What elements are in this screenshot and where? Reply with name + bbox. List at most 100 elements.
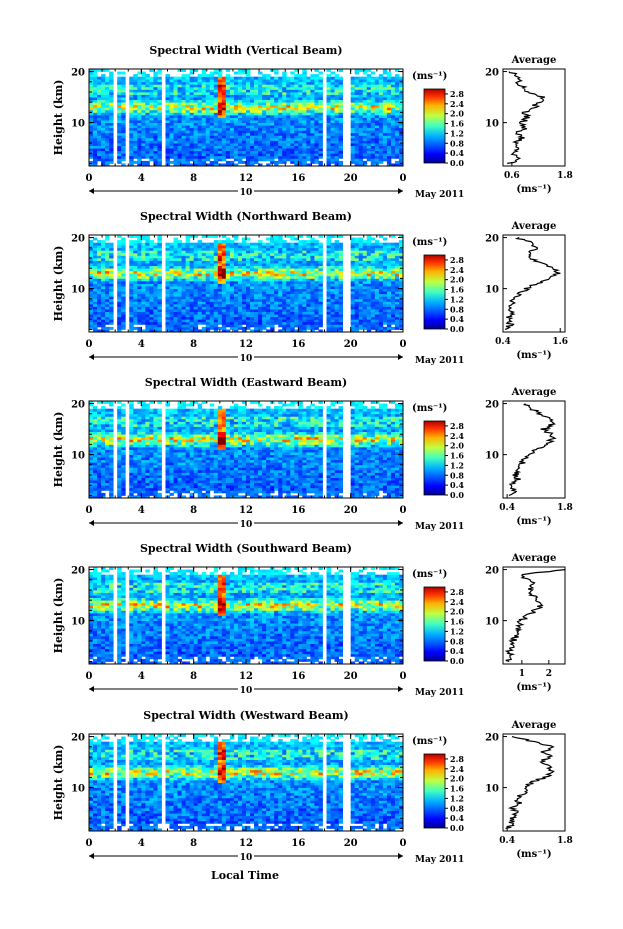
heatmap-cell [233,280,239,284]
heatmap-cell [173,329,178,333]
heatmap-cell [274,286,279,289]
heatmap-cell [326,153,331,157]
heatmap-cell [117,76,122,80]
heatmap-cell [338,148,344,152]
heatmap-cell [302,135,307,139]
heatmap-cell [209,296,215,300]
heatmap-cell [302,120,307,123]
heatmap-cell [366,84,372,88]
heatmap-cell [153,109,158,113]
heatmap-cell [129,255,134,259]
heatmap-cell [133,268,138,272]
heatmap-cell [282,127,287,131]
heatmap-cell [189,278,195,282]
heatmap-cell [189,76,195,80]
heatmap-cell [318,143,323,146]
heatmap-cell [229,76,235,80]
heatmap-cell [254,314,259,318]
heatmap-cell [97,140,102,144]
heatmap-cell [306,326,311,330]
heatmap-cell [137,311,142,315]
heatmap-cell [221,316,227,320]
heatmap-cell [189,109,195,113]
heatmap-cell [338,280,344,284]
heatmap-cell [250,273,255,277]
heatmap-cell [205,324,211,328]
heatmap-cell [185,89,191,93]
heatmap-cell [149,311,154,315]
heatmap-cell [290,84,295,88]
heatmap-cell [286,255,291,259]
heatmap-cell [382,86,388,90]
heatmap-cell [201,326,207,330]
heatmap-cell [169,306,174,310]
heatmap-cell [362,76,368,80]
heatmap-cell [241,109,247,113]
heatmap-cell [394,153,400,157]
heatmap-cell [378,122,384,126]
heatmap-cell [225,140,231,144]
heatmap-cell [97,137,102,141]
heatmap-cell [290,140,295,144]
heatmap-cell [290,143,295,146]
heatmap-cell [374,122,380,126]
heatmap-cell [205,163,211,167]
heatmap-cell [298,84,303,88]
heatmap-cell [101,140,106,144]
heatmap-cell [221,107,227,111]
heatmap-cell [89,326,94,330]
heatmap-cell [270,263,275,267]
heatmap-cell [378,104,384,108]
heatmap-cell [145,329,150,333]
heatmap-cell [201,260,207,264]
heatmap-cell [173,237,178,241]
heatmap-cell [137,314,142,318]
heatmap-cell [314,143,319,146]
heatmap-cell [266,137,271,141]
heatmap-cell [274,260,279,264]
heatmap-cell [145,288,150,292]
heatmap-cell [89,104,94,108]
heatmap-cell [262,120,267,123]
heatmap-cell [185,265,191,269]
heatmap-cell [334,112,339,116]
heatmap-cell [121,275,126,279]
heatmap-cell [338,252,344,256]
heatmap-cell [213,117,219,121]
heatmap-cell [302,71,307,75]
heatmap-cell [97,127,102,131]
heatmap-cell [173,283,178,287]
heatmap-cell [338,104,344,108]
heatmap-cell [233,153,239,157]
heatmap-cell [338,153,344,157]
heatmap-cell [157,145,162,149]
heatmap-cell [330,265,335,269]
heatmap-cell [310,74,315,78]
heatmap-cell [141,112,146,116]
heatmap-cell [302,278,307,282]
heatmap-cell [250,270,255,274]
heatmap-cell [358,245,364,249]
heatmap-cell [294,257,299,261]
heatmap-cell [141,252,146,256]
heatmap-cell [330,291,335,295]
heatmap-cell [193,326,199,330]
heatmap-cell [209,278,215,282]
heatmap-cell [350,145,356,149]
heatmap-cell [137,150,142,154]
heatmap-cell [318,148,323,152]
heatmap-cell [366,314,372,318]
heatmap-cell [298,242,303,246]
heatmap-cell [306,86,311,90]
heatmap-cell [358,140,364,144]
heatmap-cell [89,293,94,297]
heatmap-cell [173,240,178,244]
heatmap-cell [278,288,283,292]
heatmap-cell [314,91,319,95]
heatmap-cell [173,250,178,254]
heatmap-cell [310,91,315,95]
heatmap-cell [358,112,364,116]
heatmap-cell [221,163,227,167]
heatmap-cell [370,89,376,93]
heatmap-cell [101,135,106,139]
